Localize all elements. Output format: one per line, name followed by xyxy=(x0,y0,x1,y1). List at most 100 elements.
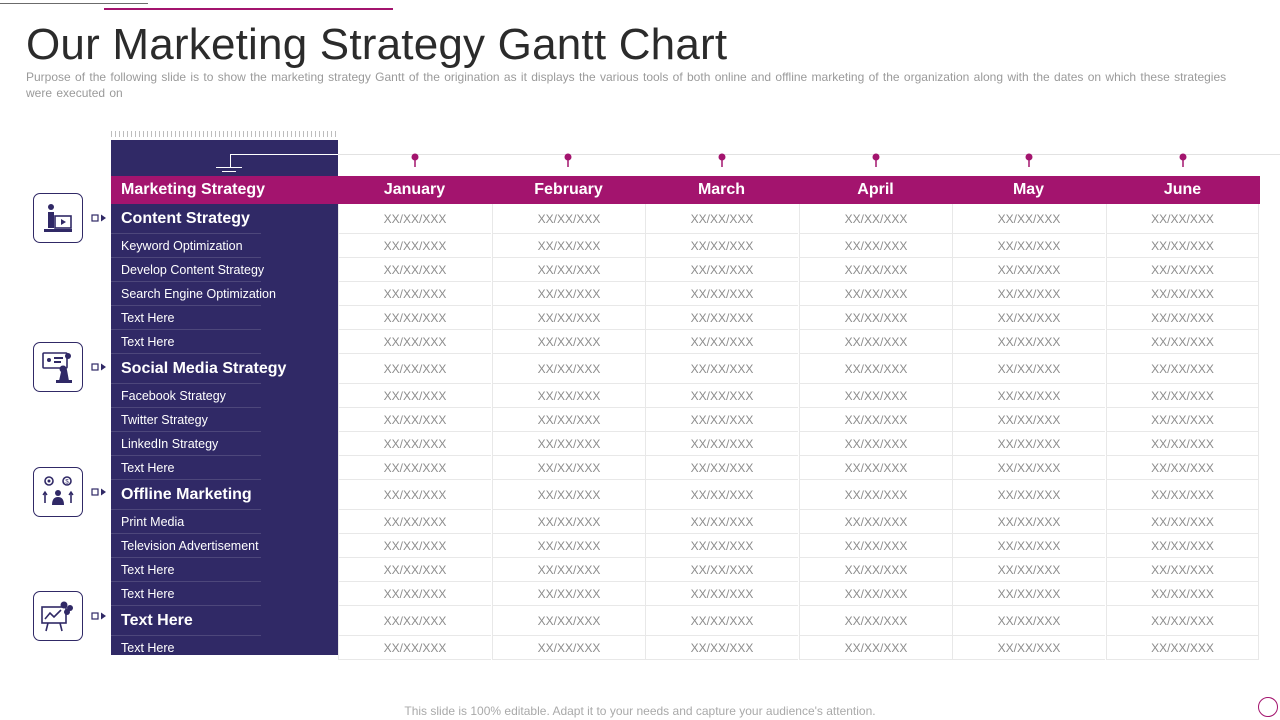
content-strategy-connector-icon xyxy=(91,214,106,222)
date-cell: XX/XX/XXX xyxy=(492,456,645,480)
row-separator xyxy=(111,605,261,606)
date-cell: XX/XX/XXX xyxy=(338,534,491,558)
date-cell: XX/XX/XXX xyxy=(1106,534,1259,558)
social-media-strategy-icon xyxy=(33,342,83,392)
date-cell: XX/XX/XXX xyxy=(799,354,952,384)
timeline-pin-icon xyxy=(1179,153,1187,167)
date-cell: XX/XX/XXX xyxy=(645,384,798,408)
header-month: March xyxy=(697,181,746,198)
date-cell: XX/XX/XXX xyxy=(338,432,491,456)
date-cell: XX/XX/XXX xyxy=(338,456,491,480)
text-here-icon xyxy=(33,591,83,641)
item-label: Facebook Strategy xyxy=(121,389,226,403)
row-separator xyxy=(111,431,261,432)
date-cell: XX/XX/XXX xyxy=(645,204,798,234)
date-cell: XX/XX/XXX xyxy=(799,480,952,510)
table-row: Print Media XX/XX/XXX XX/XX/XXX XX/XX/XXX XX… xyxy=(111,510,1260,534)
date-cell: XX/XX/XXX xyxy=(952,510,1105,534)
date-cell: XX/XX/XXX xyxy=(338,582,491,606)
date-cell: XX/XX/XXX xyxy=(338,408,491,432)
date-cell: XX/XX/XXX xyxy=(1106,354,1259,384)
table-row: Text Here XX/XX/XXX XX/XX/XXX XX/XX/XXX XX/X… xyxy=(111,558,1260,582)
date-cell: XX/XX/XXX xyxy=(1106,330,1259,354)
table-row: Keyword Optimization XX/XX/XXX XX/XX/XXX XX… xyxy=(111,234,1260,258)
date-cell: XX/XX/XXX xyxy=(338,330,491,354)
header-month: January xyxy=(383,181,446,198)
date-cell: XX/XX/XXX xyxy=(492,204,645,234)
date-cell: XX/XX/XXX xyxy=(645,456,798,480)
table-row: Content Strategy XX/XX/XXX XX/XX/XXX XX/XX/… xyxy=(111,204,1260,234)
date-cell: XX/XX/XXX xyxy=(799,258,952,282)
date-cell: XX/XX/XXX xyxy=(492,384,645,408)
date-cell: XX/XX/XXX xyxy=(492,234,645,258)
content-strategy-icon xyxy=(33,193,83,243)
item-label: Text Here xyxy=(121,641,175,655)
date-cell: XX/XX/XXX xyxy=(492,510,645,534)
date-cell: XX/XX/XXX xyxy=(952,408,1105,432)
slide-title: Our Marketing Strategy Gantt Chart xyxy=(26,20,728,69)
date-cell: XX/XX/XXX xyxy=(338,636,491,660)
dotted-rule xyxy=(111,131,338,137)
table-row: LinkedIn Strategy XX/XX/XXX XX/XX/XXX XX/XX… xyxy=(111,432,1260,456)
date-cell: XX/XX/XXX xyxy=(645,510,798,534)
date-cell: XX/XX/XXX xyxy=(952,534,1105,558)
date-cell: XX/XX/XXX xyxy=(799,606,952,636)
date-cell: XX/XX/XXX xyxy=(645,480,798,510)
table-row: Text Here XX/XX/XXX XX/XX/XXX XX/XX/XXX XX/X… xyxy=(111,330,1260,354)
date-cell: XX/XX/XXX xyxy=(645,582,798,606)
panel-connector-base-inner xyxy=(222,171,236,172)
item-label: Keyword Optimization xyxy=(121,239,243,253)
header-month: April xyxy=(857,181,894,198)
date-cell: XX/XX/XXX xyxy=(645,330,798,354)
date-cell: XX/XX/XXX xyxy=(492,282,645,306)
category-label: Content Strategy xyxy=(121,210,250,227)
row-separator xyxy=(111,383,261,384)
date-cell: XX/XX/XXX xyxy=(1106,636,1259,660)
date-cell: XX/XX/XXX xyxy=(1106,408,1259,432)
category-label: Social Media Strategy xyxy=(121,360,287,377)
timeline-pin-icon xyxy=(872,153,880,167)
item-label: Search Engine Optimization xyxy=(121,287,276,301)
date-cell: XX/XX/XXX xyxy=(952,204,1105,234)
date-cell: XX/XX/XXX xyxy=(338,258,491,282)
offline-marketing-connector-icon xyxy=(91,488,106,496)
date-cell: XX/XX/XXX xyxy=(799,582,952,606)
date-cell: XX/XX/XXX xyxy=(645,354,798,384)
item-label: Text Here xyxy=(121,587,175,601)
panel-connector-stem xyxy=(230,154,231,167)
table-row: Text Here XX/XX/XXX XX/XX/XXX XX/XX/XXX XX/X… xyxy=(111,306,1260,330)
date-cell: XX/XX/XXX xyxy=(492,432,645,456)
date-cell: XX/XX/XXX xyxy=(799,204,952,234)
date-cell: XX/XX/XXX xyxy=(1106,258,1259,282)
item-label: Text Here xyxy=(121,335,175,349)
panel-connector-line xyxy=(230,154,338,155)
date-cell: XX/XX/XXX xyxy=(952,258,1105,282)
date-cell: XX/XX/XXX xyxy=(1106,432,1259,456)
date-cell: XX/XX/XXX xyxy=(952,636,1105,660)
date-cell: XX/XX/XXX xyxy=(799,636,952,660)
category-label: Offline Marketing xyxy=(121,486,252,503)
date-cell: XX/XX/XXX xyxy=(338,354,491,384)
date-cell: XX/XX/XXX xyxy=(799,408,952,432)
date-cell: XX/XX/XXX xyxy=(492,636,645,660)
date-cell: XX/XX/XXX xyxy=(799,534,952,558)
table-row: Text Here XX/XX/XXX XX/XX/XXX XX/XX/XXX XX/X… xyxy=(111,606,1260,636)
timeline-pin-icon xyxy=(564,153,572,167)
date-cell: XX/XX/XXX xyxy=(952,330,1105,354)
date-cell: XX/XX/XXX xyxy=(952,282,1105,306)
date-cell: XX/XX/XXX xyxy=(492,354,645,384)
date-cell: XX/XX/XXX xyxy=(799,510,952,534)
slide-footer: This slide is 100% editable. Adapt it to… xyxy=(404,704,876,718)
timeline-pin-icon xyxy=(1025,153,1033,167)
date-cell: XX/XX/XXX xyxy=(645,408,798,432)
timeline-line xyxy=(338,154,1280,155)
date-cell: XX/XX/XXX xyxy=(492,306,645,330)
date-cell: XX/XX/XXX xyxy=(952,582,1105,606)
timeline-pin-icon xyxy=(718,153,726,167)
date-cell: XX/XX/XXX xyxy=(338,510,491,534)
row-separator xyxy=(111,635,261,636)
date-cell: XX/XX/XXX xyxy=(338,558,491,582)
date-cell: XX/XX/XXX xyxy=(952,234,1105,258)
row-separator xyxy=(111,533,261,534)
corner-circle xyxy=(1258,697,1278,717)
